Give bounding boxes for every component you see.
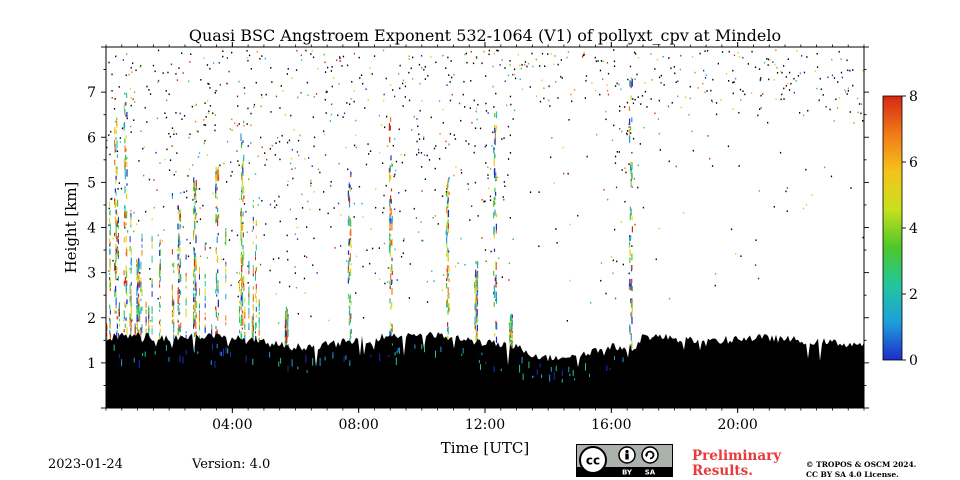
- by-label: BY: [622, 469, 633, 477]
- colorbar: [882, 95, 903, 361]
- x-tick-label: 04:00: [212, 417, 252, 433]
- x-tick-label: 16:00: [591, 417, 631, 433]
- y-tick-label: 6: [87, 130, 96, 146]
- y-tick-label: 5: [87, 175, 96, 191]
- date-label: 2023-01-24: [48, 457, 123, 472]
- y-tick-label: 1: [87, 356, 96, 372]
- colorbar-tick-label: 8: [909, 89, 918, 105]
- x-axis-label: Time [UTC]: [441, 439, 530, 457]
- aerosol-speckles: [106, 49, 864, 325]
- sa-share-alike-icon: [641, 446, 659, 464]
- cc-icon-text: cc: [586, 454, 600, 468]
- y-tick-label: 7: [87, 85, 96, 101]
- cc-by-sa-license-badge: cc BY SA: [576, 444, 673, 477]
- copyright-line-2: CC BY SA 4.0 License.: [806, 470, 899, 479]
- preliminary-results-note: Preliminary Results.: [692, 449, 781, 479]
- version-label: Version: 4.0: [192, 457, 271, 472]
- sa-label: SA: [645, 469, 656, 477]
- colorbar-tick-label: 6: [909, 155, 918, 171]
- colorbar-tick-label: 4: [909, 221, 918, 237]
- copyright-note: © TROPOS & OSCM 2024. CC BY SA 4.0 Licen…: [806, 460, 916, 480]
- y-tick-label: 4: [87, 221, 96, 237]
- copyright-line-1: © TROPOS & OSCM 2024.: [806, 460, 917, 469]
- colorbar-tick-label: 0: [909, 353, 918, 369]
- y-tick-label: 3: [87, 266, 96, 282]
- x-tick-label: 12:00: [465, 417, 505, 433]
- profile-streaks: [106, 77, 633, 353]
- y-tick-label: 2: [87, 311, 96, 327]
- masked-boundary-layer: [106, 331, 864, 408]
- cloud-base-fringe: [113, 343, 624, 383]
- x-tick-label: 08:00: [338, 417, 378, 433]
- badge-bottom-band: [577, 467, 672, 476]
- colorbar-tick-label: 2: [909, 287, 918, 303]
- x-tick-label: 20:00: [717, 417, 757, 433]
- chart-title: Quasi BSC Angstroem Exponent 532-1064 (V…: [189, 26, 781, 45]
- y-axis-label: Height [km]: [62, 182, 80, 274]
- cc-icon: [579, 446, 607, 474]
- preliminary-text: Preliminary Results.: [692, 448, 782, 479]
